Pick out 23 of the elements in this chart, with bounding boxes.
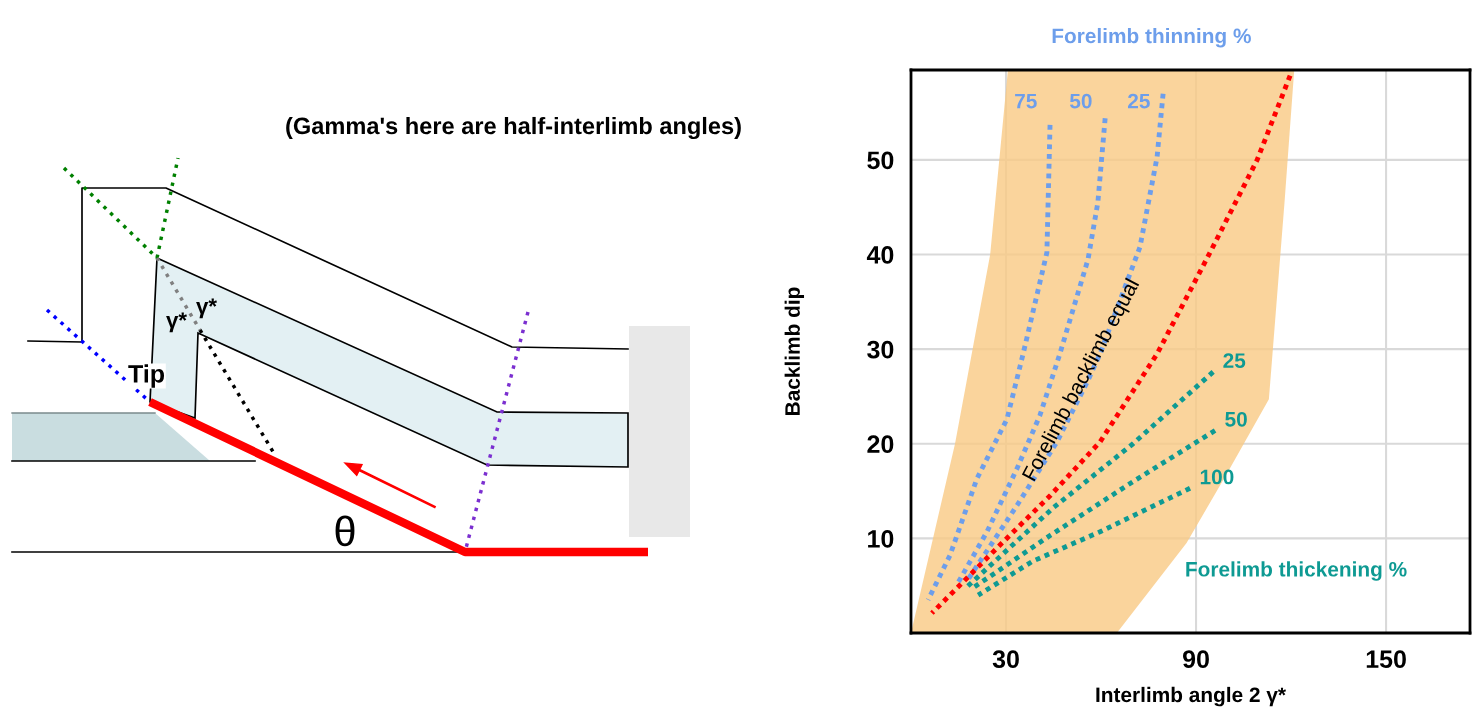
series-label: 50 [1225,411,1247,427]
text: θ [335,515,355,547]
text: Tip [128,364,165,388]
x-tick-label: 150 [1366,650,1406,669]
x-tick-label: 90 [1183,650,1209,669]
y-tick-label: 50 [867,151,894,170]
series-label: 100 [1200,469,1234,485]
y-tick-label: 40 [866,246,894,264]
y-axis-title: Backlimb dip [784,287,805,415]
y-tick-label: 10 [868,529,894,548]
y-tick-label: 20 [867,435,894,454]
text: γ* [196,298,217,319]
series-label: 75 [1015,93,1037,109]
series-label: 50 [1069,93,1092,109]
series-label: 25 [1223,353,1246,368]
text: γ* [166,312,187,333]
annotation: Forelimb thickening % [1186,561,1407,581]
y-tick-label: 30 [867,340,894,359]
series-label: 25 [1127,93,1150,109]
x-tick-label: 30 [992,650,1019,669]
x-axis-title: Interlimb angle 2 γ* [1096,686,1286,707]
text: (Gamma's here are half-interlimb angles) [286,116,741,140]
text: Forelimb thinning % [1052,27,1251,48]
